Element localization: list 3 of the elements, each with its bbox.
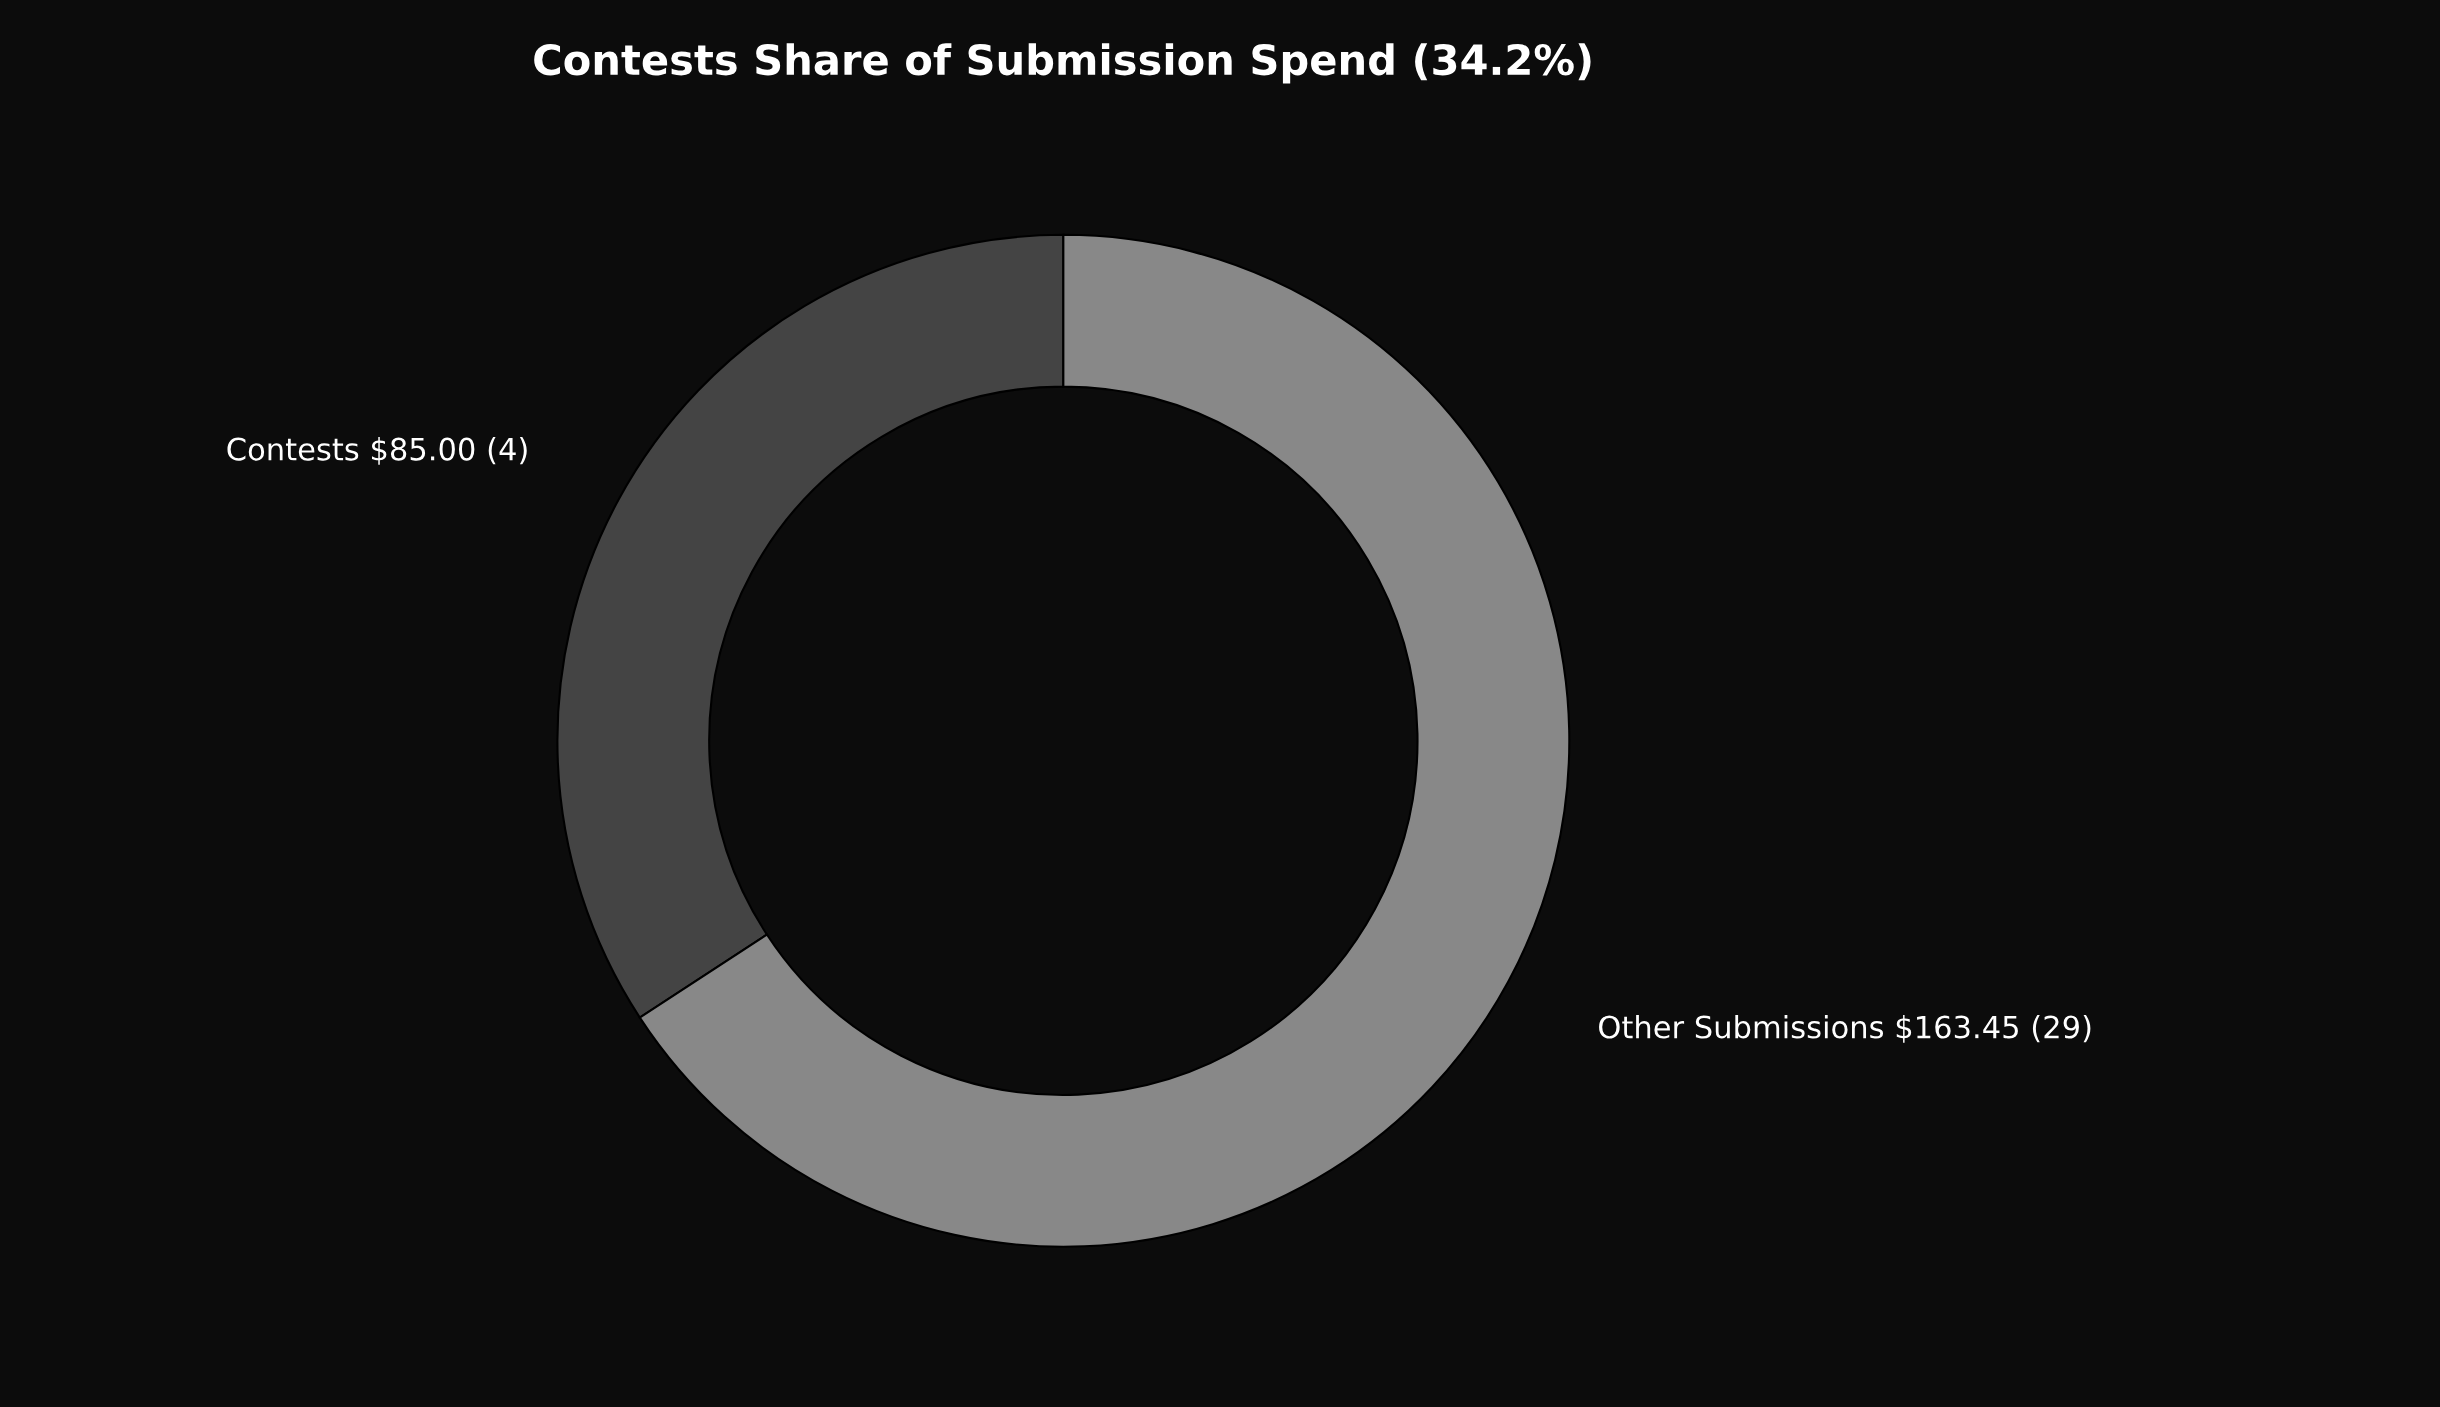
chart-title: Contests Share of Submission Spend (34.2%) <box>534 43 1591 84</box>
slice-label: Other Submissions $163.45 (29) <box>1599 1014 2091 1043</box>
slice-label: Contests $85.00 (4) <box>227 437 527 465</box>
